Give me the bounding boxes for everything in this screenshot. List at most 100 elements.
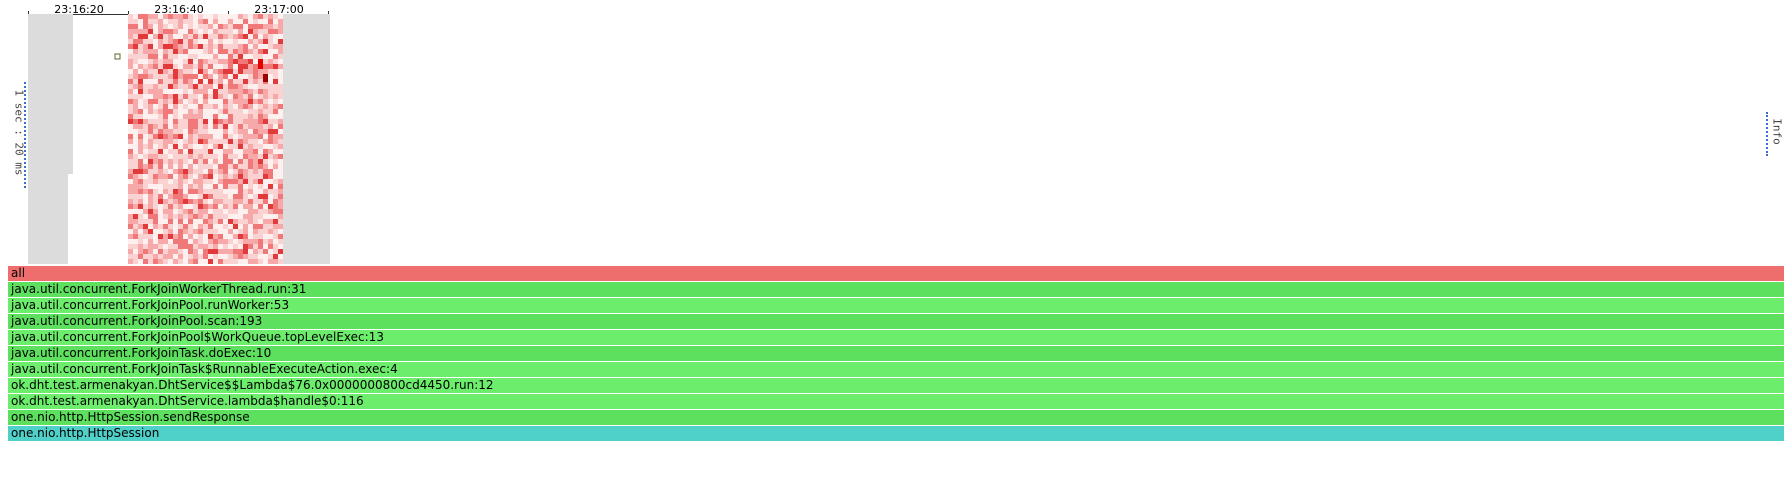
heatmap-cell: [153, 204, 158, 209]
heatmap-cell: [148, 159, 153, 164]
flame-frame[interactable]: ok.dht.test.armenakyan.DhtService.lambda…: [8, 394, 1784, 409]
heatmap-cell: [233, 74, 238, 79]
tick-mark: [228, 11, 229, 15]
heatmap-cell: [208, 144, 213, 149]
flame-frame[interactable]: all: [8, 266, 1784, 281]
heatmap-cell: [163, 214, 168, 219]
heatmap-cell: [228, 159, 233, 164]
heatmap-cell: [188, 19, 193, 24]
heatmap-cell: [143, 239, 148, 244]
heatmap-cell: [223, 189, 228, 194]
heatmap-cell: [173, 149, 178, 154]
heatmap-cell: [268, 224, 273, 229]
flame-frame[interactable]: java.util.concurrent.ForkJoinPool.scan:1…: [8, 314, 1784, 329]
heatmap-cell: [253, 29, 258, 34]
heatmap-cell: [168, 114, 173, 119]
heatmap-cell: [223, 79, 228, 84]
heatmap-cell: [233, 149, 238, 154]
heatmap-cell: [158, 219, 163, 224]
flame-frame[interactable]: one.nio.http.HttpSession.sendResponse: [8, 410, 1784, 425]
heatmap-cell: [178, 14, 183, 19]
heatmap-cell: [153, 84, 158, 89]
heatmap-cell: [248, 234, 253, 239]
flame-frame[interactable]: ok.dht.test.armenakyan.DhtService$$Lambd…: [8, 378, 1784, 393]
heatmap-cell: [128, 174, 133, 179]
heatmap-cell: [203, 199, 208, 204]
flame-frame[interactable]: java.util.concurrent.ForkJoinTask.doExec…: [8, 346, 1784, 361]
heatmap-cell: [268, 34, 273, 39]
heatmap-cell: [263, 84, 268, 89]
heatmap-cell: [263, 229, 268, 234]
heatmap-cell: [198, 54, 203, 59]
heatmap-cell: [233, 29, 238, 34]
heatmap-cell: [273, 199, 278, 204]
heatmap-cell: [263, 249, 268, 254]
flame-frame[interactable]: java.util.concurrent.ForkJoinWorkerThrea…: [8, 282, 1784, 297]
heatmap-cell: [263, 94, 268, 99]
heatmap-cell: [143, 204, 148, 209]
heatmap-cell: [193, 39, 198, 44]
heatmap-cell: [188, 224, 193, 229]
heatmap-cell: [258, 29, 263, 34]
heatmap-cell: [208, 99, 213, 104]
heatmap-cell: [168, 44, 173, 49]
flame-frame[interactable]: java.util.concurrent.ForkJoinTask$Runnab…: [8, 362, 1784, 377]
heatmap-cell: [193, 44, 198, 49]
heatmap-cell: [133, 104, 138, 109]
info-toggle[interactable]: Info: [1766, 112, 1784, 156]
heatmap-cell: [223, 34, 228, 39]
heatmap-cell: [248, 19, 253, 24]
heatmap-cell: [278, 184, 283, 189]
heatmap-grid[interactable]: [28, 14, 330, 264]
flame-frame[interactable]: one.nio.http.HttpSession: [8, 426, 1784, 441]
heatmap-cell: [268, 244, 273, 249]
heatmap-cell: [168, 154, 173, 159]
heatmap-cell: [138, 124, 143, 129]
heatmap-cell: [198, 259, 203, 264]
heatmap-cell: [268, 69, 273, 74]
heatmap-cell: [238, 199, 243, 204]
scale-label[interactable]: 1 sec : 20 ms: [8, 82, 26, 188]
heatmap-cell: [208, 44, 213, 49]
heatmap-cell: [143, 134, 148, 139]
heatmap-cell: [158, 174, 163, 179]
heatmap-cell: [253, 34, 258, 39]
heatmap-cell: [263, 224, 268, 229]
heatmap-cell: [143, 14, 148, 19]
heatmap-cell: [193, 249, 198, 254]
heatmap-cell: [203, 204, 208, 209]
heatmap-cell: [188, 24, 193, 29]
heatmap-cell: [168, 94, 173, 99]
flame-frame[interactable]: java.util.concurrent.ForkJoinPool.runWor…: [8, 298, 1784, 313]
heatmap-cell: [128, 204, 133, 209]
heatmap-cell: [243, 134, 248, 139]
heatmap-cell: [278, 229, 283, 234]
heatmap-cell: [183, 154, 188, 159]
heatmap-cell: [128, 144, 133, 149]
heatmap-cell: [253, 24, 258, 29]
heatmap-cell: [148, 54, 153, 59]
heatmap-cell: [188, 29, 193, 34]
heatmap-cell: [178, 49, 183, 54]
heatmap-cell: [153, 149, 158, 154]
flame-frame[interactable]: java.util.concurrent.ForkJoinPool$WorkQu…: [8, 330, 1784, 345]
heatmap-cell: [213, 114, 218, 119]
heatmap-cell: [128, 54, 133, 59]
heatmap-cell: [178, 84, 183, 89]
heatmap-cell: [238, 224, 243, 229]
heatmap-cell: [168, 189, 173, 194]
heatmap-cell: [163, 244, 168, 249]
heatmap-cell: [263, 174, 268, 179]
heatmap-cell: [223, 119, 228, 124]
heatmap-cell: [243, 144, 248, 149]
heatmap-cell: [158, 39, 163, 44]
heatmap-cell: [178, 24, 183, 29]
heatmap-selection-marker[interactable]: [114, 53, 121, 60]
heatmap-cell: [178, 129, 183, 134]
heatmap-cell: [213, 94, 218, 99]
heatmap-cell: [198, 199, 203, 204]
heatmap-cell: [278, 69, 283, 74]
heatmap-cell: [153, 199, 158, 204]
heatmap-cell: [263, 29, 268, 34]
heatmap-cell: [198, 204, 203, 209]
